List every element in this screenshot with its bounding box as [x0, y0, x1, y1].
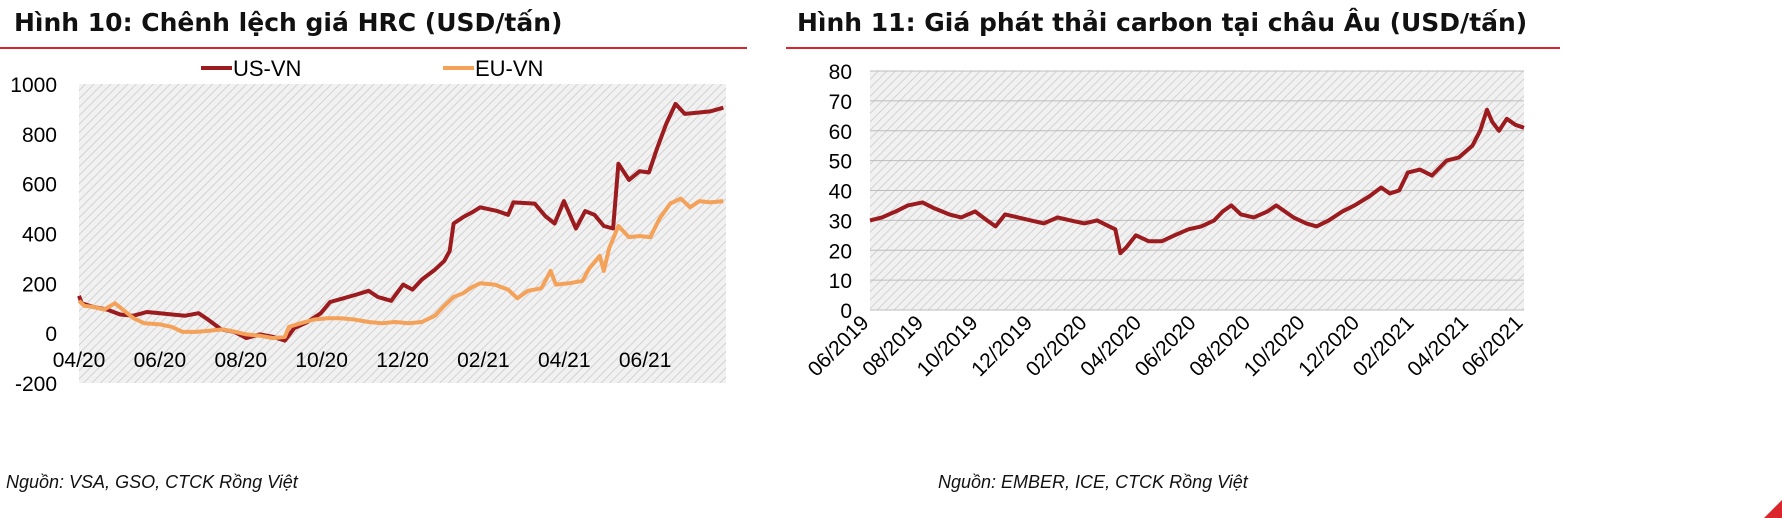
y-tick-label: 800 [22, 124, 57, 147]
fig10-plot-area [79, 84, 726, 383]
fig11-chart: 0102030405060708006/201908/201910/201912… [804, 61, 1528, 381]
y-tick-label: 200 [22, 273, 57, 296]
y-tick-label: 0 [45, 323, 57, 346]
fig10-title-rule [0, 47, 747, 49]
y-tick-label: 0 [840, 300, 852, 323]
x-tick-label: 06/21 [619, 349, 672, 372]
series-line-us-vn [77, 101, 724, 343]
fig11-title-rule [786, 47, 1560, 49]
legend-label-eu-vn: EU-VN [475, 56, 543, 81]
x-tick-label: 04/21 [538, 349, 591, 372]
x-tick-label: 12/20 [376, 349, 429, 372]
legend-label-us-vn: US-VN [233, 56, 301, 81]
fig10-source: Nguồn: VSA, GSO, CTCK Rồng Việt [6, 472, 298, 492]
x-tick-label: 08/20 [214, 349, 267, 372]
series-line-eu-vn [77, 196, 724, 341]
x-tick-label: 02/21 [457, 349, 510, 372]
x-tick-label: 10/20 [295, 349, 348, 372]
fig11-title: Hình 11: Giá phát thải carbon tại châu Â… [797, 8, 1528, 37]
y-tick-label: 1000 [10, 74, 57, 97]
y-tick-label: 40 [829, 181, 852, 204]
fig10-title: Hình 10: Chênh lệch giá HRC (USD/tấn) [14, 8, 563, 37]
y-tick-label: 80 [829, 61, 852, 84]
y-tick-label: 60 [829, 121, 852, 144]
y-tick-label: 400 [22, 224, 57, 247]
x-tick-label: 04/20 [53, 349, 106, 372]
y-tick-label: 600 [22, 174, 57, 197]
y-tick-label: -200 [15, 373, 57, 396]
y-tick-label: 50 [829, 151, 852, 174]
y-tick-label: 10 [829, 270, 852, 293]
series-line-series-0 [869, 107, 1525, 256]
x-tick-label: 06/2021 [1458, 311, 1528, 381]
y-tick-label: 30 [829, 210, 852, 233]
x-tick-label: 06/20 [134, 349, 187, 372]
fig11-source: Nguồn: EMBER, ICE, CTCK Rồng Việt [938, 472, 1248, 492]
y-tick-label: 70 [829, 91, 852, 114]
fig10-chart: -200 0 200 400 600 800 1000 04/20 06/20 08/20 10/2… [10, 56, 726, 396]
corner-accent [1764, 500, 1782, 518]
y-tick-label: 20 [829, 240, 852, 263]
